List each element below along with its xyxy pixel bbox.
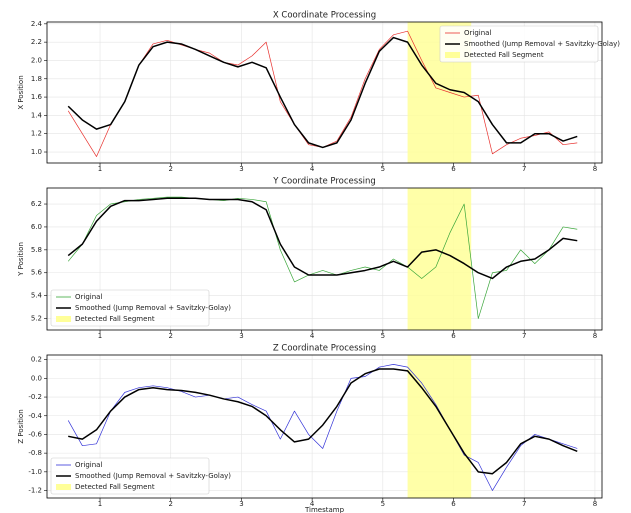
plot-frame bbox=[46, 354, 603, 499]
smoothed-line bbox=[68, 368, 578, 475]
y-tick-label: -0.2 bbox=[28, 393, 42, 401]
y-tick-label: 2.2 bbox=[31, 38, 42, 46]
x-tick-label: 5 bbox=[381, 332, 385, 340]
y-tick-label: -0.6 bbox=[28, 430, 42, 438]
x-tick-label: 5 bbox=[381, 165, 385, 173]
y-tick-label: 6.0 bbox=[31, 223, 42, 231]
plot-frame bbox=[46, 21, 603, 164]
x-tick-label: 1 bbox=[98, 332, 102, 340]
legend-label: Detected Fall Segment bbox=[75, 315, 155, 323]
x-tick-label: 8 bbox=[593, 500, 597, 508]
x-tick-label: 4 bbox=[310, 500, 315, 508]
y-tick-label: 2.4 bbox=[31, 20, 43, 28]
x-tick-label: 2 bbox=[168, 165, 172, 173]
chart-title: Z Coordinate Processing bbox=[273, 344, 376, 354]
y-tick-label: 1.6 bbox=[31, 93, 43, 101]
y-tick-label: -1.0 bbox=[28, 468, 42, 476]
x-tick-label: 1 bbox=[98, 165, 102, 173]
x-tick-label: 6 bbox=[451, 165, 456, 173]
original-line bbox=[67, 196, 578, 319]
y-tick-label: 1.0 bbox=[31, 148, 42, 156]
legend-box bbox=[50, 457, 210, 495]
y-tick-label: 0.0 bbox=[31, 374, 42, 382]
y-tick-label: 1.2 bbox=[31, 130, 42, 138]
y-tick-label: 1.4 bbox=[31, 111, 43, 119]
legend-label: Original bbox=[75, 461, 102, 469]
y-tick-label: 6.2 bbox=[31, 200, 42, 208]
fall-segment bbox=[407, 355, 472, 498]
y-tick-label: 5.6 bbox=[31, 269, 43, 277]
y-tick-label: 5.4 bbox=[31, 292, 43, 300]
x-tick-label: 8 bbox=[593, 165, 597, 173]
y-tick-label: 5.2 bbox=[31, 315, 42, 323]
x-tick-label: 4 bbox=[310, 165, 315, 173]
legend: Original Smoothed (Jump Removal + Savitzk… bbox=[50, 457, 231, 495]
y-tick-label: -1.2 bbox=[28, 487, 42, 495]
legend-label: Smoothed (Jump Removal + Savitzky-Golay) bbox=[75, 472, 231, 480]
x-tick-label: 7 bbox=[522, 165, 526, 173]
x-tick-label: 8 bbox=[593, 332, 597, 340]
legend-label: Smoothed (Jump Removal + Savitzky-Golay) bbox=[75, 304, 231, 312]
x-tick-label: 7 bbox=[522, 332, 526, 340]
chart-title: X Coordinate Processing bbox=[273, 11, 376, 21]
x-axis-label: Timestamp bbox=[304, 506, 345, 513]
x-tick-label: 6 bbox=[451, 332, 456, 340]
x-tick-label: 2 bbox=[168, 332, 172, 340]
x-tick-label: 3 bbox=[239, 332, 243, 340]
smoothed-line bbox=[67, 36, 578, 149]
x-tick-label: 6 bbox=[451, 500, 456, 508]
legend-label: Detected Fall Segment bbox=[75, 483, 155, 491]
legend-label: Smoothed (Jump Removal + Savitzky-Golay) bbox=[464, 40, 620, 48]
y-axis-label: Z Position bbox=[17, 409, 25, 443]
y-tick-label: 2.0 bbox=[31, 56, 42, 64]
legend-swatch bbox=[56, 484, 71, 490]
legend: Original Smoothed (Jump Removal + Savitzk… bbox=[439, 25, 620, 63]
x-tick-label: 4 bbox=[310, 332, 315, 340]
legend-label: Detected Fall Segment bbox=[464, 51, 544, 59]
y-tick-label: 5.8 bbox=[31, 246, 42, 254]
x-tick-label: 3 bbox=[239, 500, 243, 508]
y-tick-label: 0.2 bbox=[31, 356, 42, 364]
y-tick-label: 1.8 bbox=[31, 75, 42, 83]
legend-swatch bbox=[56, 316, 71, 322]
x-tick-label: 7 bbox=[522, 500, 526, 508]
x-tick-label: 5 bbox=[381, 500, 385, 508]
x-tick-label: 3 bbox=[239, 165, 243, 173]
chart-title: Y Coordinate Processing bbox=[272, 177, 376, 187]
y-tick-label: -0.8 bbox=[28, 449, 42, 457]
legend-label: Original bbox=[75, 293, 102, 301]
smoothed-line bbox=[67, 197, 578, 280]
legend: Original Smoothed (Jump Removal + Savitzk… bbox=[50, 289, 231, 327]
plot-frame bbox=[46, 187, 603, 331]
y-tick-label: -0.4 bbox=[28, 412, 42, 420]
legend-box bbox=[50, 289, 210, 327]
original-line bbox=[67, 364, 578, 491]
legend-box bbox=[439, 25, 599, 63]
legend-label: Original bbox=[464, 29, 491, 37]
y-axis-label: X Position bbox=[17, 75, 25, 109]
legend-swatch bbox=[445, 52, 460, 58]
y-axis-label: Y Position bbox=[17, 242, 25, 277]
x-tick-label: 1 bbox=[98, 500, 102, 508]
x-tick-label: 2 bbox=[168, 500, 172, 508]
